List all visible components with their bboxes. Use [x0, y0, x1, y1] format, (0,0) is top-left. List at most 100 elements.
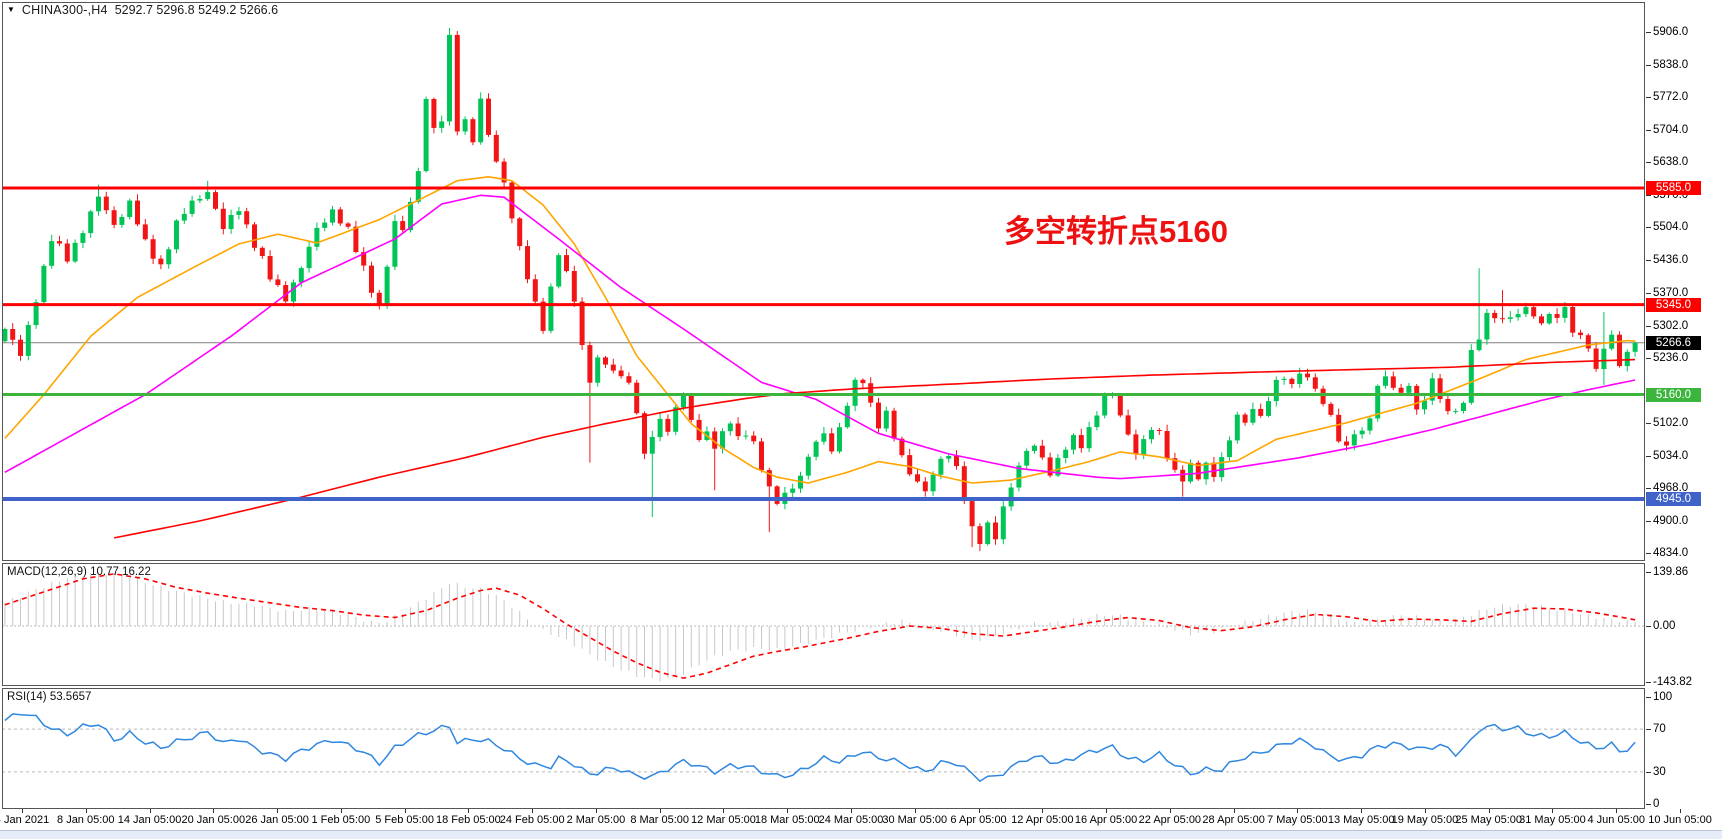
price-axis-tick: 5638.0	[1645, 156, 1689, 169]
candle-body	[618, 370, 624, 377]
symbol-dropdown-icon[interactable]: ▼	[7, 5, 15, 14]
time-axis-label: 24 Mar 05:00	[818, 814, 884, 826]
candle-body	[244, 211, 250, 225]
candle-body	[103, 196, 109, 211]
candle-body	[111, 210, 117, 225]
candle-body	[33, 302, 39, 325]
candle-body	[1188, 462, 1193, 482]
time-axis-tick	[1424, 809, 1426, 813]
candle-body	[150, 239, 156, 259]
level-price-badge: 4945.0	[1646, 492, 1701, 507]
candle-body	[969, 501, 975, 527]
candle-body	[1312, 377, 1318, 389]
candle-body	[306, 246, 312, 269]
main-chart-canvas[interactable]	[2, 2, 1645, 561]
candle-body	[1008, 487, 1014, 507]
candle-body	[564, 255, 569, 272]
time-axis-label: 4 Jan 2021	[0, 814, 50, 826]
time-axis-label: 24 Feb 05:00	[499, 814, 565, 826]
candle-body	[743, 435, 749, 437]
candle-body	[1172, 458, 1178, 470]
candle-body	[41, 265, 47, 303]
candle-body	[275, 279, 281, 285]
candle-body	[681, 394, 686, 408]
macd-panel-border	[2, 563, 1645, 686]
candle-body	[72, 242, 78, 262]
candle-body	[1016, 465, 1022, 488]
candle-body	[540, 301, 546, 331]
price-axis-tick: 5436.0	[1645, 254, 1689, 267]
candle-body	[712, 431, 718, 449]
candle-body	[720, 431, 725, 449]
candle-body	[837, 427, 842, 452]
candle-body	[1024, 450, 1030, 466]
candle-body	[1546, 314, 1552, 324]
slow-ma-line	[113, 358, 1636, 539]
time-axis-label: 2 Mar 05:00	[566, 814, 626, 826]
candle-body	[49, 241, 55, 266]
candle-body	[236, 211, 242, 215]
candle-body	[322, 222, 328, 228]
price-axis-tick: 5302.0	[1645, 319, 1689, 332]
candle-body	[259, 247, 265, 256]
time-axis-tick	[1680, 809, 1682, 813]
candle-body	[127, 200, 133, 217]
candle-body	[189, 200, 195, 214]
candle-body	[415, 171, 421, 202]
price-axis-tick: 4968.0	[1645, 481, 1689, 494]
candle-body	[915, 474, 920, 482]
candle-body	[1086, 427, 1092, 449]
time-axis-tick	[723, 809, 725, 813]
candle-body	[1406, 385, 1412, 393]
time-axis-tick	[1552, 809, 1554, 813]
chart-text-annotation[interactable]: 多空转折点5160	[1004, 214, 1228, 249]
candle-body	[1289, 378, 1295, 384]
candle-body	[291, 282, 296, 302]
macd-chart-canvas[interactable]	[2, 563, 1645, 686]
macd-panel	[2, 563, 1645, 686]
candle-body	[1156, 430, 1162, 431]
time-axis-tick	[978, 809, 980, 813]
time-axis-tick	[22, 809, 23, 813]
candle-body	[1047, 457, 1053, 476]
candle-body	[197, 198, 203, 201]
candle-body	[938, 458, 944, 475]
rsi-panel-border	[2, 688, 1645, 809]
candle-body	[883, 410, 889, 429]
time-axis: 4 Jan 2021 8 Jan 05:00 14 Jan 05:00 20 Jan …	[0, 809, 1722, 830]
candle-body	[922, 481, 928, 492]
candle-body	[1445, 399, 1451, 412]
time-axis-label: 5 Feb 05:00	[375, 814, 434, 826]
candle-body	[1593, 348, 1599, 369]
rsi-line	[4, 713, 1636, 783]
candle-body	[470, 119, 476, 143]
candle-body	[665, 418, 671, 432]
candle-body	[384, 266, 390, 305]
candle-body	[1601, 348, 1607, 369]
candle-body	[1195, 462, 1201, 480]
candle-body	[478, 98, 484, 143]
candle-body	[1258, 408, 1264, 416]
time-axis-label: 7 May 05:00	[1267, 814, 1328, 826]
rsi-chart-canvas[interactable]	[2, 688, 1645, 809]
candle-body	[1351, 434, 1357, 446]
candle-body	[1211, 462, 1217, 477]
candle-body	[1032, 445, 1037, 451]
mid-ma-line	[4, 194, 1636, 480]
rsi-axis-tick: 70	[1646, 723, 1666, 736]
candle-body	[642, 413, 647, 454]
candle-body	[1055, 457, 1061, 476]
candle-body	[1539, 316, 1544, 324]
candle-body	[431, 99, 437, 128]
rsi-indicator-label: RSI(14) 53.5657	[7, 691, 92, 703]
time-axis-label: 14 Jan 05:00	[117, 814, 182, 826]
candle-body	[330, 209, 335, 223]
candle-body	[1000, 506, 1006, 540]
candle-body	[1102, 395, 1108, 416]
candle-body	[1468, 350, 1474, 403]
price-axis-tick: 5504.0	[1645, 221, 1689, 234]
main-panel-border	[2, 2, 1645, 561]
time-axis-tick	[851, 809, 852, 813]
candle-body	[1453, 410, 1459, 412]
